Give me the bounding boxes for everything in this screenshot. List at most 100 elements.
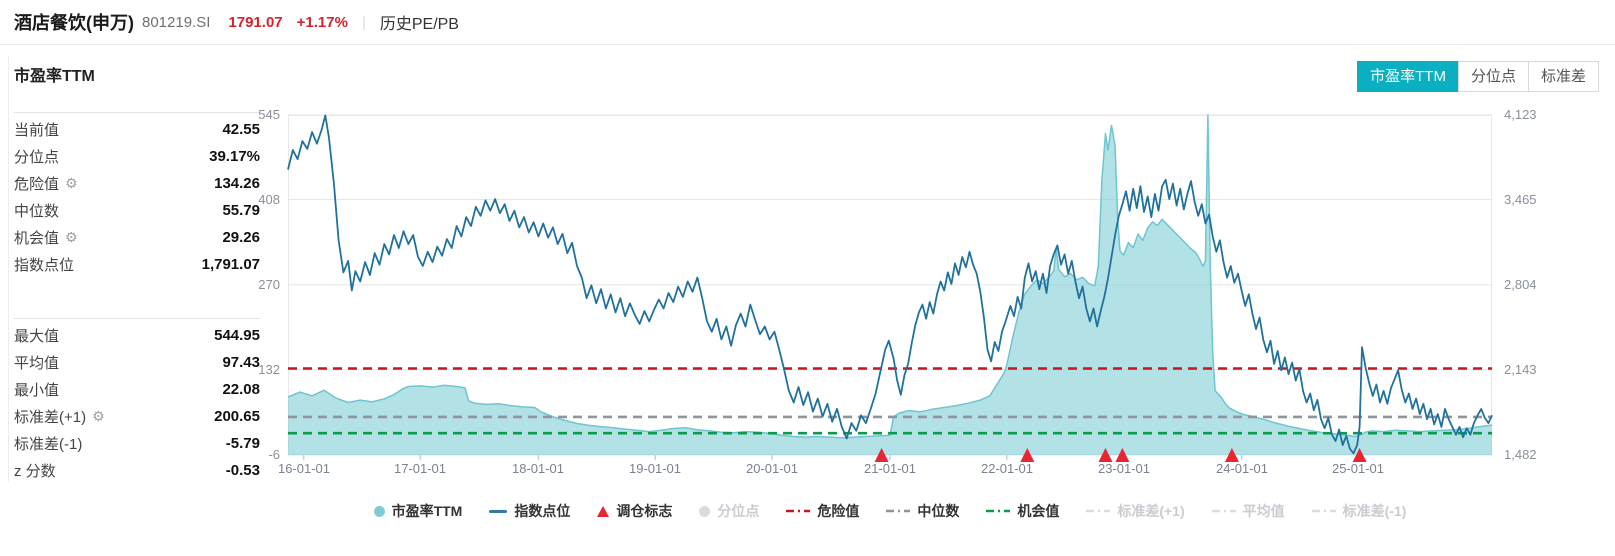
- legend-item-危险值[interactable]: 危险值: [786, 501, 859, 521]
- rebalance-marker-icon: [1020, 448, 1035, 462]
- stat-label: z 分数: [14, 463, 56, 480]
- legend-label: 调仓标志: [616, 503, 673, 519]
- header-divider: |: [361, 13, 366, 31]
- header: 酒店餐饮(申万) 801219.SI 1791.07 +1.17% | 历史PE…: [0, 0, 1615, 45]
- tab-percentile[interactable]: 分位点: [1457, 61, 1529, 92]
- stat-label: 危险值: [14, 176, 60, 193]
- legend-label: 指数点位: [514, 503, 571, 519]
- page-title: 酒店餐饮(申万): [14, 13, 134, 33]
- index-line: [287, 114, 1493, 455]
- stat-label: 中位数: [14, 203, 60, 220]
- stat-current-row: 中位数 55.79: [14, 197, 260, 224]
- stat-value: 1,791.07: [201, 256, 260, 273]
- x-axis-label: 17-01-01: [393, 461, 447, 476]
- y-axis-left-label: 545: [258, 107, 280, 122]
- stat-value: 97.43: [222, 354, 260, 371]
- stat-current-row: 危险值 ⚙ 134.26: [14, 170, 260, 197]
- stat-current-row: 当前值 42.55: [14, 116, 260, 143]
- tab-pe-ttm[interactable]: 市盈率TTM: [1357, 61, 1459, 92]
- stat-current-row: 分位点 39.17%: [14, 143, 260, 170]
- legend-dashdot-icon: [886, 508, 911, 514]
- index-price: 1791.07: [228, 13, 283, 31]
- legend-label: 平均值: [1242, 503, 1285, 519]
- stat-value: 39.17%: [209, 148, 260, 165]
- x-axis-label: 18-01-01: [511, 461, 565, 476]
- y-axis-right-label: 3,465: [1504, 192, 1537, 207]
- stat-value: -5.79: [225, 435, 260, 452]
- index-code: 801219.SI: [142, 13, 211, 31]
- legend-item-中位数[interactable]: 中位数: [886, 501, 959, 521]
- legend-item-标准差(-1)[interactable]: 标准差(-1): [1311, 501, 1407, 521]
- legend-dot-icon: [699, 505, 711, 517]
- legend-item-指数点位[interactable]: 指数点位: [489, 501, 570, 521]
- legend-label: 市盈率TTM: [391, 503, 463, 519]
- breadcrumb-history-pepb: 历史PE/PB: [379, 16, 459, 33]
- legend-label: 中位数: [917, 503, 960, 519]
- chart-canvas[interactable]: [287, 114, 1493, 462]
- legend-dot-icon: [373, 505, 385, 517]
- stat-value: -0.53: [225, 462, 260, 479]
- rebalance-marker-icon: [1115, 448, 1130, 462]
- x-axis-label: 23-01-01: [1097, 461, 1151, 476]
- pe-ttm-area: [288, 115, 1492, 455]
- stats-group-summary: 最大值 544.95 平均值 97.43 最小值 22.08 标准差(+1) ⚙ 200.65 标…: [14, 318, 260, 484]
- legend-line-icon: [489, 509, 508, 513]
- x-axis-label: 21-01-01: [863, 461, 917, 476]
- x-axis-label: 19-01-01: [628, 461, 682, 476]
- gear-icon[interactable]: ⚙: [65, 175, 78, 191]
- legend-label: 分位点: [717, 503, 760, 519]
- stat-summary-row: 平均值 97.43: [14, 349, 260, 376]
- gear-icon[interactable]: ⚙: [65, 229, 78, 245]
- legend-label: 标准差(+1): [1117, 503, 1185, 519]
- x-axis-label: 25-01-01: [1331, 461, 1385, 476]
- stat-label: 最大值: [14, 328, 60, 345]
- stats-panel-border: [8, 56, 9, 482]
- legend-dashdot-icon: [1086, 508, 1111, 514]
- legend-item-标准差(+1)[interactable]: 标准差(+1): [1086, 501, 1185, 521]
- legend-dashdot-icon: [986, 508, 1011, 514]
- rebalance-marker-icon: [1224, 448, 1239, 462]
- x-axis-label: 22-01-01: [980, 461, 1034, 476]
- legend-item-平均值[interactable]: 平均值: [1211, 501, 1285, 521]
- rebalance-marker-icon: [1098, 448, 1113, 462]
- legend-label: 标准差(-1): [1342, 503, 1407, 519]
- stat-label: 标准差(-1): [14, 436, 83, 453]
- pe-ttm-area-edge: [287, 114, 1493, 439]
- chart-legend: 市盈率TTM 指数点位 调仓标志 分位点 危险值 中位数 机会值 标准差(+1) 平均值 标准差(…: [288, 501, 1492, 521]
- stat-summary-row: 最大值 544.95: [14, 322, 260, 349]
- stat-summary-row: z 分数 -0.53: [14, 457, 260, 484]
- legend-item-市盈率TTM[interactable]: 市盈率TTM: [373, 501, 463, 521]
- stat-summary-row: 标准差(-1) -5.79: [14, 430, 260, 457]
- legend-dashdot-icon: [1311, 508, 1336, 514]
- y-axis-left-label: 132: [258, 362, 280, 377]
- stats-panel: 当前值 42.55 分位点 39.17% 危险值 ⚙ 134.26 中位数 55.79 机会值 ⚙ 2…: [14, 112, 260, 484]
- legend-dashdot-icon: [1211, 508, 1236, 514]
- y-axis-left-label: -6: [268, 447, 280, 462]
- pe-chart[interactable]: [287, 114, 1493, 462]
- legend-label: 机会值: [1017, 503, 1060, 519]
- stat-current-row: 指数点位 1,791.07: [14, 251, 260, 278]
- legend-triangle-icon: [597, 505, 610, 517]
- stat-value: 42.55: [222, 121, 260, 138]
- y-axis-right-label: 2,143: [1504, 362, 1537, 377]
- x-axis-label: 20-01-01: [745, 461, 799, 476]
- tab-stddev[interactable]: 标准差: [1527, 61, 1599, 92]
- y-axis-right-label: 2,804: [1504, 277, 1537, 292]
- legend-item-机会值[interactable]: 机会值: [986, 501, 1059, 521]
- stat-label: 指数点位: [14, 257, 75, 274]
- legend-item-分位点[interactable]: 分位点: [699, 501, 759, 521]
- y-axis-right-label: 1,482: [1504, 447, 1537, 462]
- stat-value: 29.26: [222, 229, 260, 246]
- gear-icon[interactable]: ⚙: [92, 408, 105, 424]
- stat-summary-row: 标准差(+1) ⚙ 200.65: [14, 403, 260, 430]
- x-axis-label: 16-01-01: [277, 461, 331, 476]
- stat-value: 200.65: [214, 408, 260, 425]
- legend-item-调仓标志[interactable]: 调仓标志: [597, 501, 672, 521]
- stat-summary-row: 最小值 22.08: [14, 376, 260, 403]
- legend-label: 危险值: [817, 503, 860, 519]
- x-axis-label: 24-01-01: [1215, 461, 1269, 476]
- metric-tabs: 市盈率TTM 分位点 标准差: [1357, 61, 1599, 92]
- stat-value: 544.95: [214, 327, 260, 344]
- stat-label: 标准差(+1): [14, 409, 87, 426]
